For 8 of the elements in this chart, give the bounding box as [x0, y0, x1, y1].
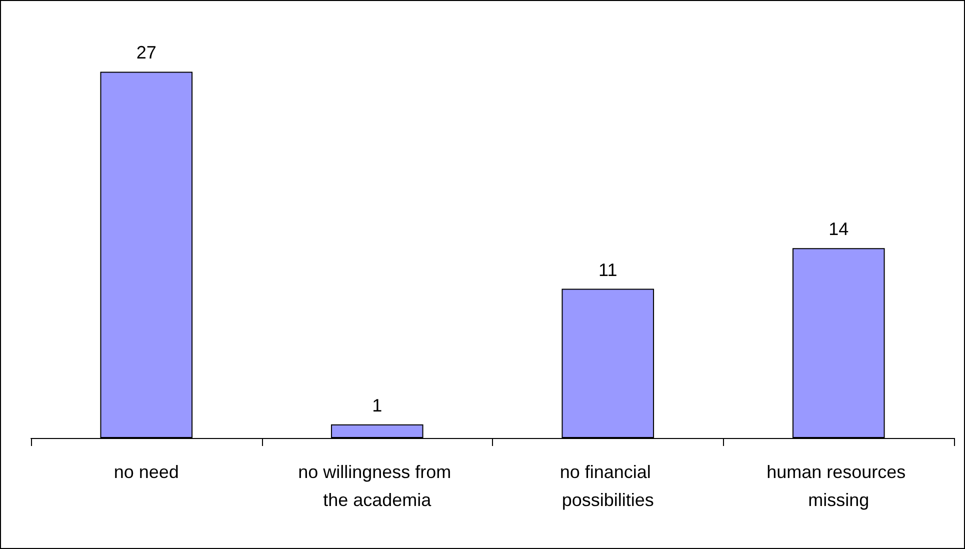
data-label: 1	[372, 395, 382, 416]
x-tick-label: no willingness from the academia	[298, 462, 456, 510]
x-tick-label: no financial possibilities	[560, 462, 656, 510]
x-tick-label: no need	[114, 462, 179, 482]
data-label: 14	[828, 219, 849, 240]
data-label: 11	[598, 260, 618, 280]
data-label: 27	[136, 42, 156, 63]
x-tick-label: human resources missing	[766, 462, 911, 510]
